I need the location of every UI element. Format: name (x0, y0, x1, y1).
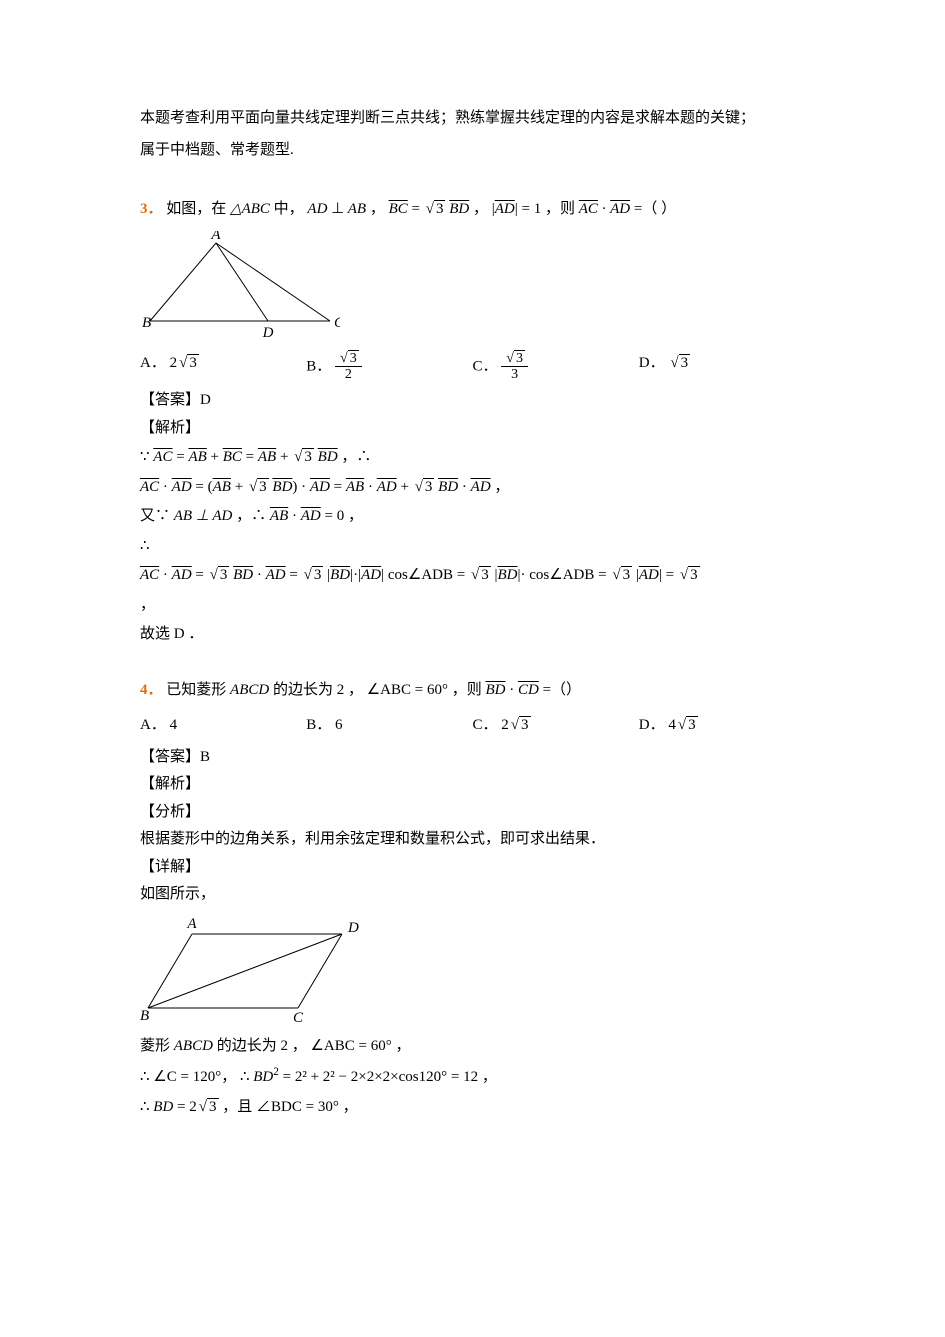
q4-sol-2: ∴ ∠C = 120°， ∴ BD2 = 2² + 2² − 2×2×2×cos… (140, 1063, 805, 1091)
svg-text:C: C (334, 315, 340, 331)
q3-sol-5: AC · AD = 3 BD · AD = 3 BD·AD cos∠ADB = … (140, 563, 805, 589)
q3-figure: A B C D (140, 231, 340, 341)
svg-text:A: A (186, 916, 197, 932)
q4-solution-tag: 【解析】 (140, 772, 805, 798)
q3-answer: 【答案】D (140, 388, 805, 414)
q4-analyze-text: 根据菱形中的边角关系，利用余弦定理和数量积公式，即可求出结果． (140, 827, 805, 853)
q3-sol-3: 又∵ AB ⊥ AD ，∴ AB · AD = 0 ， (140, 504, 805, 530)
q4-answer: 【答案】B (140, 745, 805, 771)
q4-figure-intro: 如图所示， (140, 882, 805, 908)
svg-text:B: B (140, 1008, 149, 1024)
q4-stem: 4． 已知菱形 ABCD 的边长为 2 ， ∠ABC = 60° ，则 BD ·… (140, 678, 805, 704)
q3-pick: 故选 D ． (140, 622, 805, 648)
q4-sol-1: 菱形 ABCD 的边长为 2 ， ∠ABC = 60° ， (140, 1034, 805, 1060)
q3-sol-2: AC · AD = (AB + 3 BD) · AD = AB · AD + 3… (140, 475, 805, 501)
svg-text:A: A (210, 231, 221, 243)
q4-options: A． 4 B． 6 C． 23 D． 43 (140, 713, 805, 739)
q3-ask: AC · AD =（ ） (579, 201, 676, 217)
q3-option-a: A． 23 (140, 351, 306, 383)
q3-triangle: △ABC (230, 201, 270, 217)
q3-options: A． 23 B． 3 2 C． 3 3 D． 3 (140, 351, 805, 383)
q3-stem: 3． 如图，在 △ABC 中， AD ⊥ AB ， BC = 3 BD ， AD… (140, 197, 805, 223)
intro-line-2: 属于中档题、常考题型. (140, 138, 805, 164)
intro-line-1: 本题考查利用平面向量共线定理判断三点共线；熟练掌握共线定理的内容是求解本题的关键… (140, 106, 805, 132)
svg-text:D: D (347, 920, 359, 936)
q4-option-c: C． 23 (473, 713, 639, 739)
q3-option-c: C． 3 3 (473, 351, 639, 383)
svg-text:B: B (142, 315, 151, 331)
q3-cond1: AD ⊥ AB (307, 201, 369, 217)
svg-text:D: D (262, 325, 274, 341)
q4-detail-tag: 【详解】 (140, 855, 805, 881)
q3-sol-4: ∴ (140, 534, 805, 560)
q3-cond3: AD = 1 (492, 201, 545, 217)
q3-option-d: D． 3 (639, 351, 805, 383)
q3-option-b: B． 3 2 (306, 351, 472, 383)
q3-mid1: 中， (274, 201, 304, 217)
q4-figure: A D B C (140, 916, 360, 1026)
q3-comma2: ， (473, 201, 488, 217)
q3-comma3: ，则 (545, 201, 575, 217)
q4-option-a: A． 4 (140, 713, 306, 739)
q4-analyze-tag: 【分析】 (140, 800, 805, 826)
q3-solution-tag: 【解析】 (140, 416, 805, 442)
svg-text:C: C (293, 1010, 304, 1026)
q4-number: 4． (140, 682, 163, 698)
q3-sol-comma: ， (140, 593, 805, 619)
q4-option-b: B． 6 (306, 713, 472, 739)
q3-cond2: BC = 3 BD (389, 201, 473, 217)
q3-sol-1: ∵ AC = AB + BC = AB + 3 BD ，∴ (140, 445, 805, 471)
q4-option-d: D． 43 (639, 713, 805, 739)
q3-number: 3． (140, 201, 163, 217)
q4-sol-3: ∴ BD = 23 ，且 ∠BDC = 30° ， (140, 1095, 805, 1121)
q3-comma1: ， (370, 201, 385, 217)
q3-stem-prefix: 如图，在 (166, 201, 226, 217)
